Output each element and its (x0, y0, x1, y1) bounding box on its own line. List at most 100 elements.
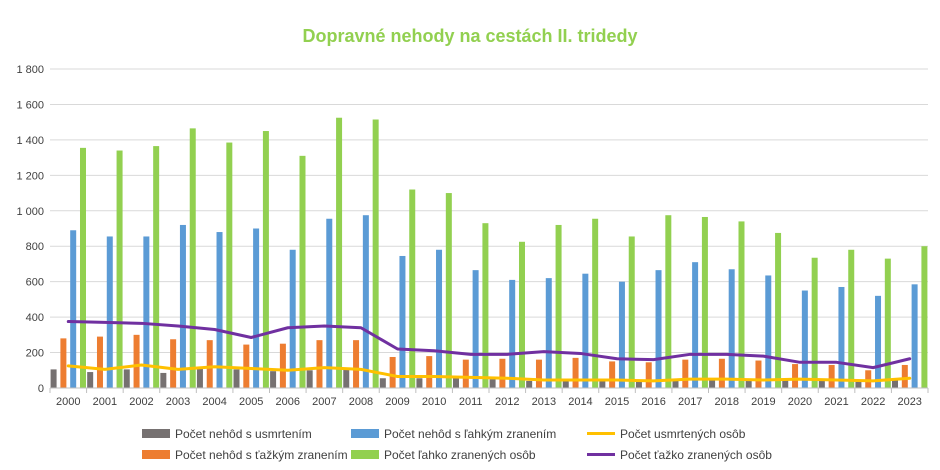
bar (682, 359, 689, 388)
bar (243, 344, 250, 388)
y-tick-label: 600 (26, 277, 44, 289)
y-tick-label: 0 (38, 383, 44, 395)
bar-layer (50, 117, 928, 388)
bar (226, 142, 233, 388)
y-tick-label: 400 (26, 312, 44, 324)
bar (206, 340, 213, 388)
bar (875, 295, 882, 388)
x-tick-label: 2005 (239, 396, 263, 408)
bar (645, 362, 652, 388)
bar (306, 370, 313, 388)
bar (526, 380, 533, 388)
legend-label: Počet nehôd s ľahkým zranením (384, 427, 556, 441)
bar (765, 275, 772, 388)
axis-layer: 0 200 400 600 800 1 000 1 200 1 400 1 600 1 800 20… (16, 64, 929, 408)
bar (775, 232, 782, 388)
bar (482, 223, 489, 388)
y-tick-label: 200 (26, 348, 44, 360)
x-tick-label: 2002 (129, 396, 153, 408)
legend-label: Počet ľahko zranených osôb (384, 448, 536, 462)
bar (60, 338, 67, 388)
bar (811, 257, 818, 388)
legend-label: Počet ťažko zranených osôb (620, 448, 772, 462)
bar (665, 215, 672, 388)
x-tick-label: 2001 (93, 396, 117, 408)
x-tick-label: 2007 (312, 396, 336, 408)
series-line (66, 363, 912, 383)
y-tick-label: 1 000 (16, 206, 44, 218)
bar (216, 232, 223, 388)
bar (572, 357, 579, 388)
bar (892, 379, 899, 388)
bar (179, 224, 186, 388)
x-tick-label: 2021 (824, 396, 848, 408)
x-tick-label: 2009 (385, 396, 409, 408)
y-tick-label: 1 400 (16, 135, 44, 147)
bar (389, 356, 396, 388)
bar (79, 147, 86, 388)
bar (848, 249, 855, 388)
bar (436, 249, 443, 388)
bar (289, 249, 296, 388)
legend-label: Počet usmrtených osôb (620, 427, 746, 441)
bar (911, 284, 918, 388)
x-tick-label: 2022 (861, 396, 885, 408)
bar (106, 236, 113, 388)
legend-swatch (351, 429, 379, 438)
bar (745, 380, 752, 388)
x-tick-label: 2017 (678, 396, 702, 408)
bar (279, 343, 286, 388)
x-tick-label: 2023 (897, 396, 921, 408)
bar (582, 273, 589, 388)
bar (545, 278, 552, 388)
x-tick-label: 2018 (715, 396, 739, 408)
bar (562, 380, 569, 388)
x-tick-label: 2015 (605, 396, 629, 408)
bar (299, 155, 306, 388)
bar (96, 336, 103, 388)
x-tick-label: 2004 (202, 396, 226, 408)
bar (709, 380, 716, 388)
x-tick-label: 2020 (788, 396, 812, 408)
bar (782, 380, 789, 388)
bar (153, 146, 160, 388)
x-tick-label: 2006 (276, 396, 300, 408)
series-line (66, 320, 912, 370)
legend-swatch (351, 450, 379, 459)
legend-label: Počet nehôd s usmrtením (175, 427, 312, 441)
bar (326, 218, 333, 388)
grid-layer (50, 68, 928, 354)
bar (672, 380, 679, 388)
bar (801, 290, 808, 388)
bar (70, 230, 77, 388)
x-tick-label: 2011 (459, 396, 483, 408)
bar (635, 380, 642, 388)
bar (353, 340, 360, 388)
x-tick-label: 2019 (751, 396, 775, 408)
bar (628, 236, 635, 388)
bar (233, 369, 240, 388)
x-tick-label: 2010 (422, 396, 446, 408)
bar (509, 279, 516, 388)
bar (701, 216, 708, 388)
bar (655, 270, 662, 388)
y-tick-label: 800 (26, 241, 44, 253)
bar (901, 364, 908, 388)
bar (865, 370, 872, 388)
bar (50, 369, 57, 388)
bar (143, 236, 150, 388)
bar (409, 189, 416, 388)
bar (379, 378, 386, 388)
bar (884, 258, 891, 388)
x-tick-label: 2013 (532, 396, 556, 408)
bar (828, 364, 835, 388)
bar (738, 221, 745, 388)
x-tick-label: 2008 (349, 396, 373, 408)
bar (921, 246, 928, 388)
bar (555, 224, 562, 388)
bar (855, 381, 862, 388)
x-tick-label: 2014 (568, 396, 592, 408)
bar (336, 117, 343, 388)
